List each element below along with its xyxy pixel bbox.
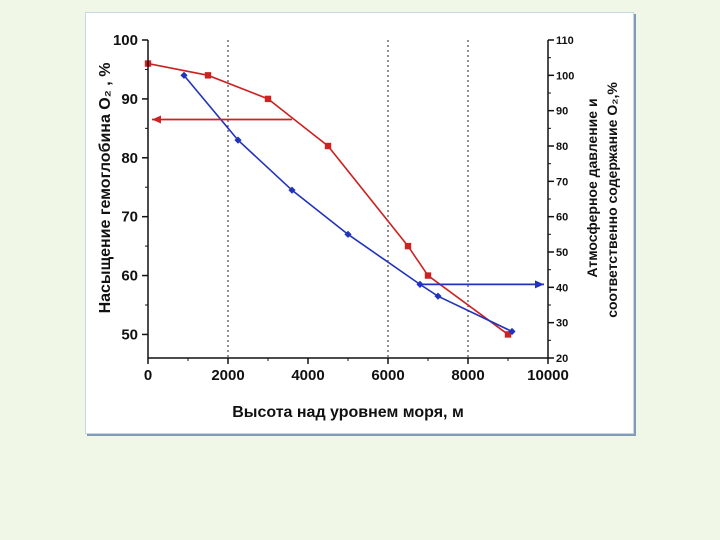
y-left-axis-title: Насыщение гемоглобина O₂ , % bbox=[97, 63, 114, 314]
labels-layer: 0 2000 4000 6000 8000 10000 50 60 70 80 90 100 20 30 4… bbox=[113, 32, 574, 384]
axes-layer bbox=[142, 39, 554, 364]
y-right-tick-label: 80 bbox=[556, 141, 568, 153]
series-point-square bbox=[264, 95, 272, 103]
y-right-tick-label: 30 bbox=[556, 318, 568, 330]
y-right-tick-label: 50 bbox=[556, 247, 568, 259]
series-point-square bbox=[204, 72, 212, 79]
chart-frame bbox=[85, 12, 634, 434]
y-right-axis-title-line2: соответственно содержание O₂,% bbox=[604, 82, 620, 318]
series-point-diamond bbox=[434, 292, 442, 300]
series-point-square bbox=[404, 242, 412, 250]
x-tick-label: 0 bbox=[144, 367, 152, 384]
x-tick-label: 10000 bbox=[527, 367, 569, 384]
series-line-0 bbox=[147, 62, 509, 336]
series-point-diamond bbox=[288, 186, 296, 194]
grid-layer bbox=[227, 40, 469, 358]
x-tick-label: 6000 bbox=[371, 367, 404, 384]
series-point-diamond bbox=[180, 71, 188, 79]
annotation-arrow-head bbox=[535, 280, 544, 289]
y-left-tick-label: 90 bbox=[121, 91, 138, 108]
annotation-arrow-head bbox=[152, 115, 161, 124]
y-right-tick-label: 20 bbox=[556, 353, 568, 365]
series-point-diamond bbox=[508, 327, 516, 336]
series-line-1 bbox=[183, 74, 513, 333]
y-right-tick-label: 100 bbox=[556, 70, 574, 82]
y-left-tick-label: 80 bbox=[121, 150, 138, 167]
series-point-diamond bbox=[344, 230, 352, 238]
x-axis-title: Высота над уровнем моря, м bbox=[232, 404, 464, 421]
y-left-tick-label: 50 bbox=[121, 326, 138, 343]
series-layer bbox=[144, 60, 544, 338]
y-right-axis-title-line1: Атмосферное давление и bbox=[584, 98, 600, 277]
series-point-diamond bbox=[234, 136, 242, 144]
y-right-tick-label: 90 bbox=[556, 106, 568, 118]
y-left-tick-label: 70 bbox=[121, 209, 138, 226]
x-tick-label: 8000 bbox=[451, 367, 484, 384]
y-right-tick-label: 40 bbox=[556, 282, 568, 294]
y-right-tick-label: 60 bbox=[556, 212, 568, 224]
y-left-tick-label: 100 bbox=[113, 32, 138, 49]
y-right-tick-label: 110 bbox=[556, 35, 574, 47]
series-point-square bbox=[424, 272, 432, 279]
x-tick-label: 2000 bbox=[211, 367, 244, 384]
y-right-tick-label: 70 bbox=[556, 176, 568, 188]
y-left-tick-label: 60 bbox=[121, 268, 138, 285]
x-tick-label: 4000 bbox=[291, 367, 324, 384]
series-point-square bbox=[324, 142, 332, 150]
series-point-square bbox=[504, 331, 512, 338]
